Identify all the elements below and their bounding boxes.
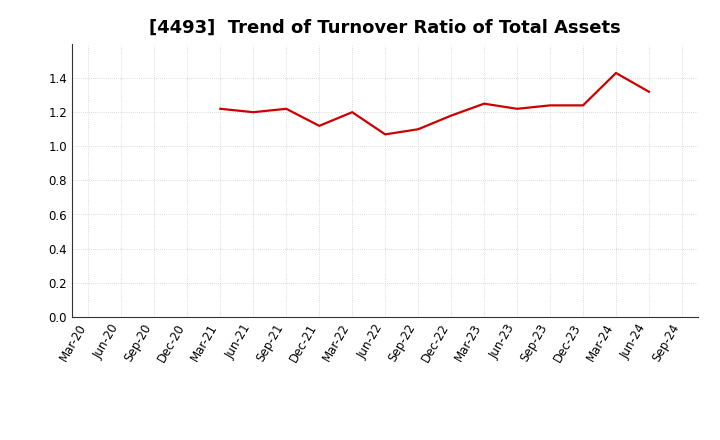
Title: [4493]  Trend of Turnover Ratio of Total Assets: [4493] Trend of Turnover Ratio of Total … xyxy=(149,19,621,37)
